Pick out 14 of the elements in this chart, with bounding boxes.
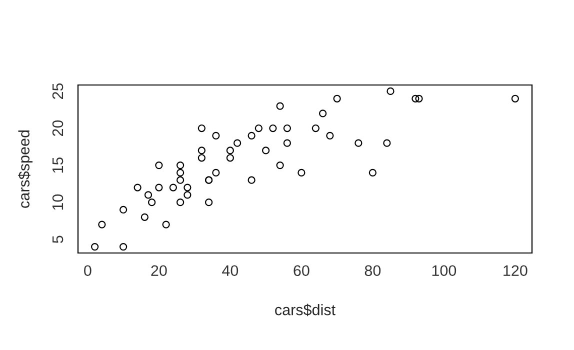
y-axis-title: cars$speed [18, 130, 33, 208]
y-tick-label: 5 [52, 236, 64, 244]
x-tick-label: 40 [222, 265, 238, 276]
y-tick-label: 15 [52, 157, 64, 173]
y-tick-label: 20 [52, 120, 64, 136]
y-tick-label: 25 [52, 83, 64, 99]
x-tick-label: 80 [364, 265, 381, 276]
x-axis-title: cars$dist [275, 304, 336, 316]
x-tick-label: 100 [432, 265, 456, 276]
x-tick-label: 60 [294, 265, 310, 276]
x-tick-label: 20 [151, 265, 167, 276]
x-tick-label: 0 [84, 265, 92, 276]
y-tick-label: 10 [52, 194, 64, 210]
x-tick-label: 120 [504, 265, 528, 276]
